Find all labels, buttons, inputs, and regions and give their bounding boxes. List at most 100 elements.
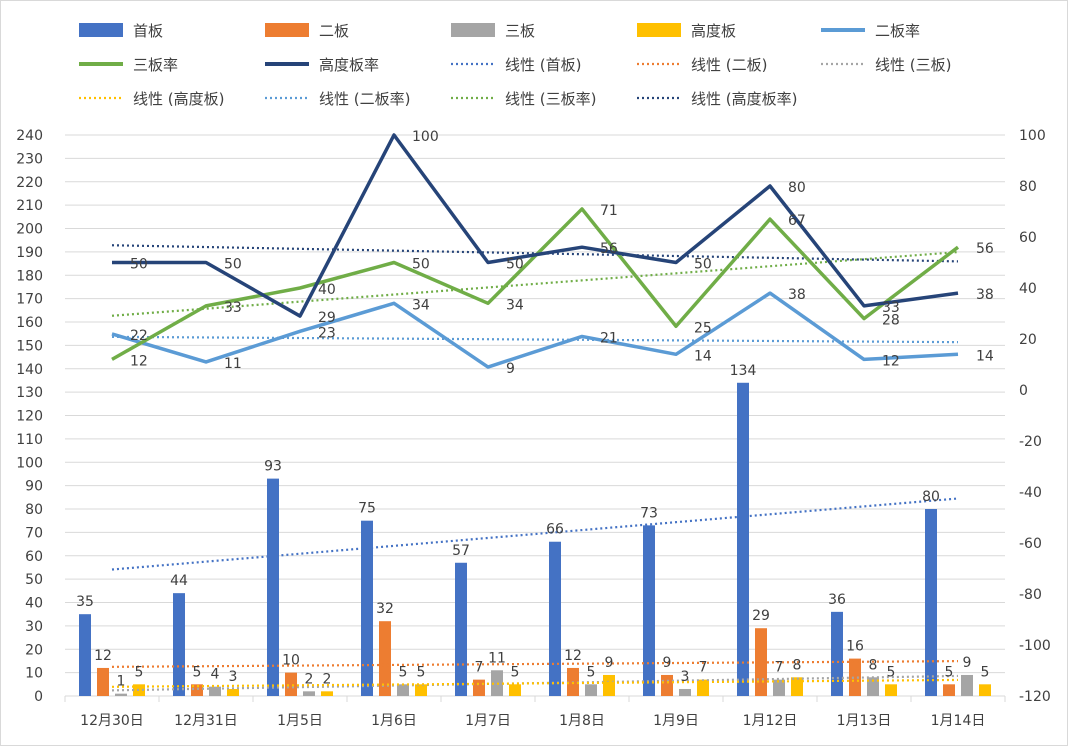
line-data-label: 38 bbox=[976, 287, 994, 303]
legend-label: 高度板率 bbox=[319, 56, 379, 74]
line-data-label: 71 bbox=[600, 203, 618, 219]
bar-首板 bbox=[643, 525, 655, 696]
legend: 首板二板三板高度板二板率三板率高度板率线性 (首板)线性 (二板)线性 (三板)… bbox=[79, 22, 951, 108]
legend-label: 高度板 bbox=[691, 22, 736, 40]
x-axis-tick-label: 12月30日 bbox=[80, 713, 144, 729]
bar-高度板 bbox=[979, 684, 991, 696]
legend-swatch bbox=[637, 23, 681, 37]
bar-data-label: 7 bbox=[475, 660, 484, 676]
bar-首板 bbox=[455, 563, 467, 696]
bar-三板 bbox=[209, 687, 221, 696]
line-data-label: 50 bbox=[506, 257, 524, 273]
legend-label: 三板 bbox=[505, 22, 535, 40]
bar-data-label: 1 bbox=[117, 674, 126, 690]
bar-三板 bbox=[679, 689, 691, 696]
legend-swatch bbox=[79, 23, 123, 37]
bar-data-label: 9 bbox=[963, 655, 972, 671]
bar-首板 bbox=[267, 479, 279, 696]
bar-data-label: 3 bbox=[229, 669, 238, 685]
bar-二板 bbox=[379, 621, 391, 696]
line-data-label: 50 bbox=[412, 257, 430, 273]
bar-高度板 bbox=[885, 684, 897, 696]
left-axis-tick-label: 110 bbox=[16, 432, 43, 448]
right-axis-tick-label: -80 bbox=[1019, 587, 1042, 603]
line-data-label: 25 bbox=[694, 320, 712, 336]
right-axis-tick-label: 0 bbox=[1019, 383, 1028, 399]
bar-data-label: 5 bbox=[887, 664, 896, 680]
bar-data-label: 5 bbox=[981, 664, 990, 680]
left-axis-tick-label: 150 bbox=[16, 338, 43, 354]
line-data-label: 40 bbox=[318, 282, 336, 298]
legend-label: 三板率 bbox=[133, 56, 178, 74]
right-axis-tick-label: -120 bbox=[1019, 689, 1051, 705]
bar-data-label: 57 bbox=[452, 543, 470, 559]
bar-data-label: 5 bbox=[511, 664, 520, 680]
left-axis-tick-label: 50 bbox=[25, 572, 43, 588]
line-高度板率 bbox=[112, 135, 958, 316]
bar-data-label: 2 bbox=[305, 671, 314, 687]
bar-data-label: 7 bbox=[699, 660, 708, 676]
line-data-label: 67 bbox=[788, 213, 806, 229]
bar-二板 bbox=[755, 628, 767, 696]
right-axis-tick-label: -100 bbox=[1019, 638, 1051, 654]
bar-data-label: 80 bbox=[922, 489, 940, 505]
bar-data-label: 10 bbox=[282, 653, 300, 669]
right-axis-tick-label: 100 bbox=[1019, 128, 1046, 144]
bar-二板 bbox=[97, 668, 109, 696]
line-data-label: 9 bbox=[506, 361, 515, 377]
left-axis-tick-label: 20 bbox=[25, 642, 43, 658]
line-data-label: 56 bbox=[600, 241, 618, 257]
bar-data-label: 36 bbox=[828, 592, 846, 608]
bar-data-label: 44 bbox=[170, 573, 188, 589]
bar-三板 bbox=[585, 684, 597, 696]
legend-label: 线性 (二板) bbox=[691, 56, 767, 74]
line-data-label: 100 bbox=[412, 129, 439, 145]
bar-data-label: 16 bbox=[846, 639, 864, 655]
bar-data-label: 75 bbox=[358, 501, 376, 517]
left-axis-tick-label: 180 bbox=[16, 268, 43, 284]
left-axis-tick-label: 100 bbox=[16, 455, 43, 471]
right-axis-tick-label: -20 bbox=[1019, 434, 1042, 450]
left-axis-tick-label: 190 bbox=[16, 245, 43, 261]
bar-data-label: 11 bbox=[488, 650, 506, 666]
line-data-label: 14 bbox=[976, 348, 994, 364]
bar-三板 bbox=[303, 691, 315, 696]
left-axis-tick-label: 80 bbox=[25, 502, 43, 518]
line-data-label: 11 bbox=[224, 356, 242, 372]
left-axis-tick-label: 30 bbox=[25, 619, 43, 635]
bar-data-label: 32 bbox=[376, 601, 394, 617]
left-axis-tick-label: 10 bbox=[25, 666, 43, 682]
line-data-label: 33 bbox=[224, 300, 242, 316]
bar-首板 bbox=[549, 542, 561, 696]
right-axis-tick-label: 80 bbox=[1019, 179, 1037, 195]
bar-data-label: 73 bbox=[640, 505, 658, 521]
bar-高度板 bbox=[791, 677, 803, 696]
bar-高度板 bbox=[603, 675, 615, 696]
bar-首板 bbox=[79, 614, 91, 696]
x-axis-tick-label: 1月6日 bbox=[371, 713, 417, 729]
left-axis-tick-label: 200 bbox=[16, 222, 43, 238]
bar-data-label: 5 bbox=[193, 664, 202, 680]
line-data-label: 12 bbox=[882, 353, 900, 369]
legend-label: 线性 (高度板率) bbox=[691, 90, 797, 108]
bar-data-label: 134 bbox=[730, 363, 757, 379]
right-axis-tick-label: -40 bbox=[1019, 485, 1042, 501]
x-axis-tick-label: 1月5日 bbox=[277, 713, 323, 729]
left-axis-tick-label: 40 bbox=[25, 596, 43, 612]
line-data-label: 80 bbox=[788, 180, 806, 196]
bar-高度板 bbox=[509, 684, 521, 696]
right-axis-tick-label: -60 bbox=[1019, 536, 1042, 552]
x-axis-tick-label: 1月12日 bbox=[743, 713, 798, 729]
bar-高度板 bbox=[321, 691, 333, 696]
left-axis-tick-label: 210 bbox=[16, 198, 43, 214]
line-data-label: 50 bbox=[694, 257, 712, 273]
left-axis-tick-label: 170 bbox=[16, 292, 43, 308]
legend-swatch bbox=[265, 23, 309, 37]
x-axis-tick-label: 12月31日 bbox=[174, 713, 238, 729]
bar-data-label: 93 bbox=[264, 459, 282, 475]
bar-二板 bbox=[943, 684, 955, 696]
left-axis-tick-label: 90 bbox=[25, 479, 43, 495]
bar-data-label: 9 bbox=[605, 655, 614, 671]
bar-二板 bbox=[661, 675, 673, 696]
